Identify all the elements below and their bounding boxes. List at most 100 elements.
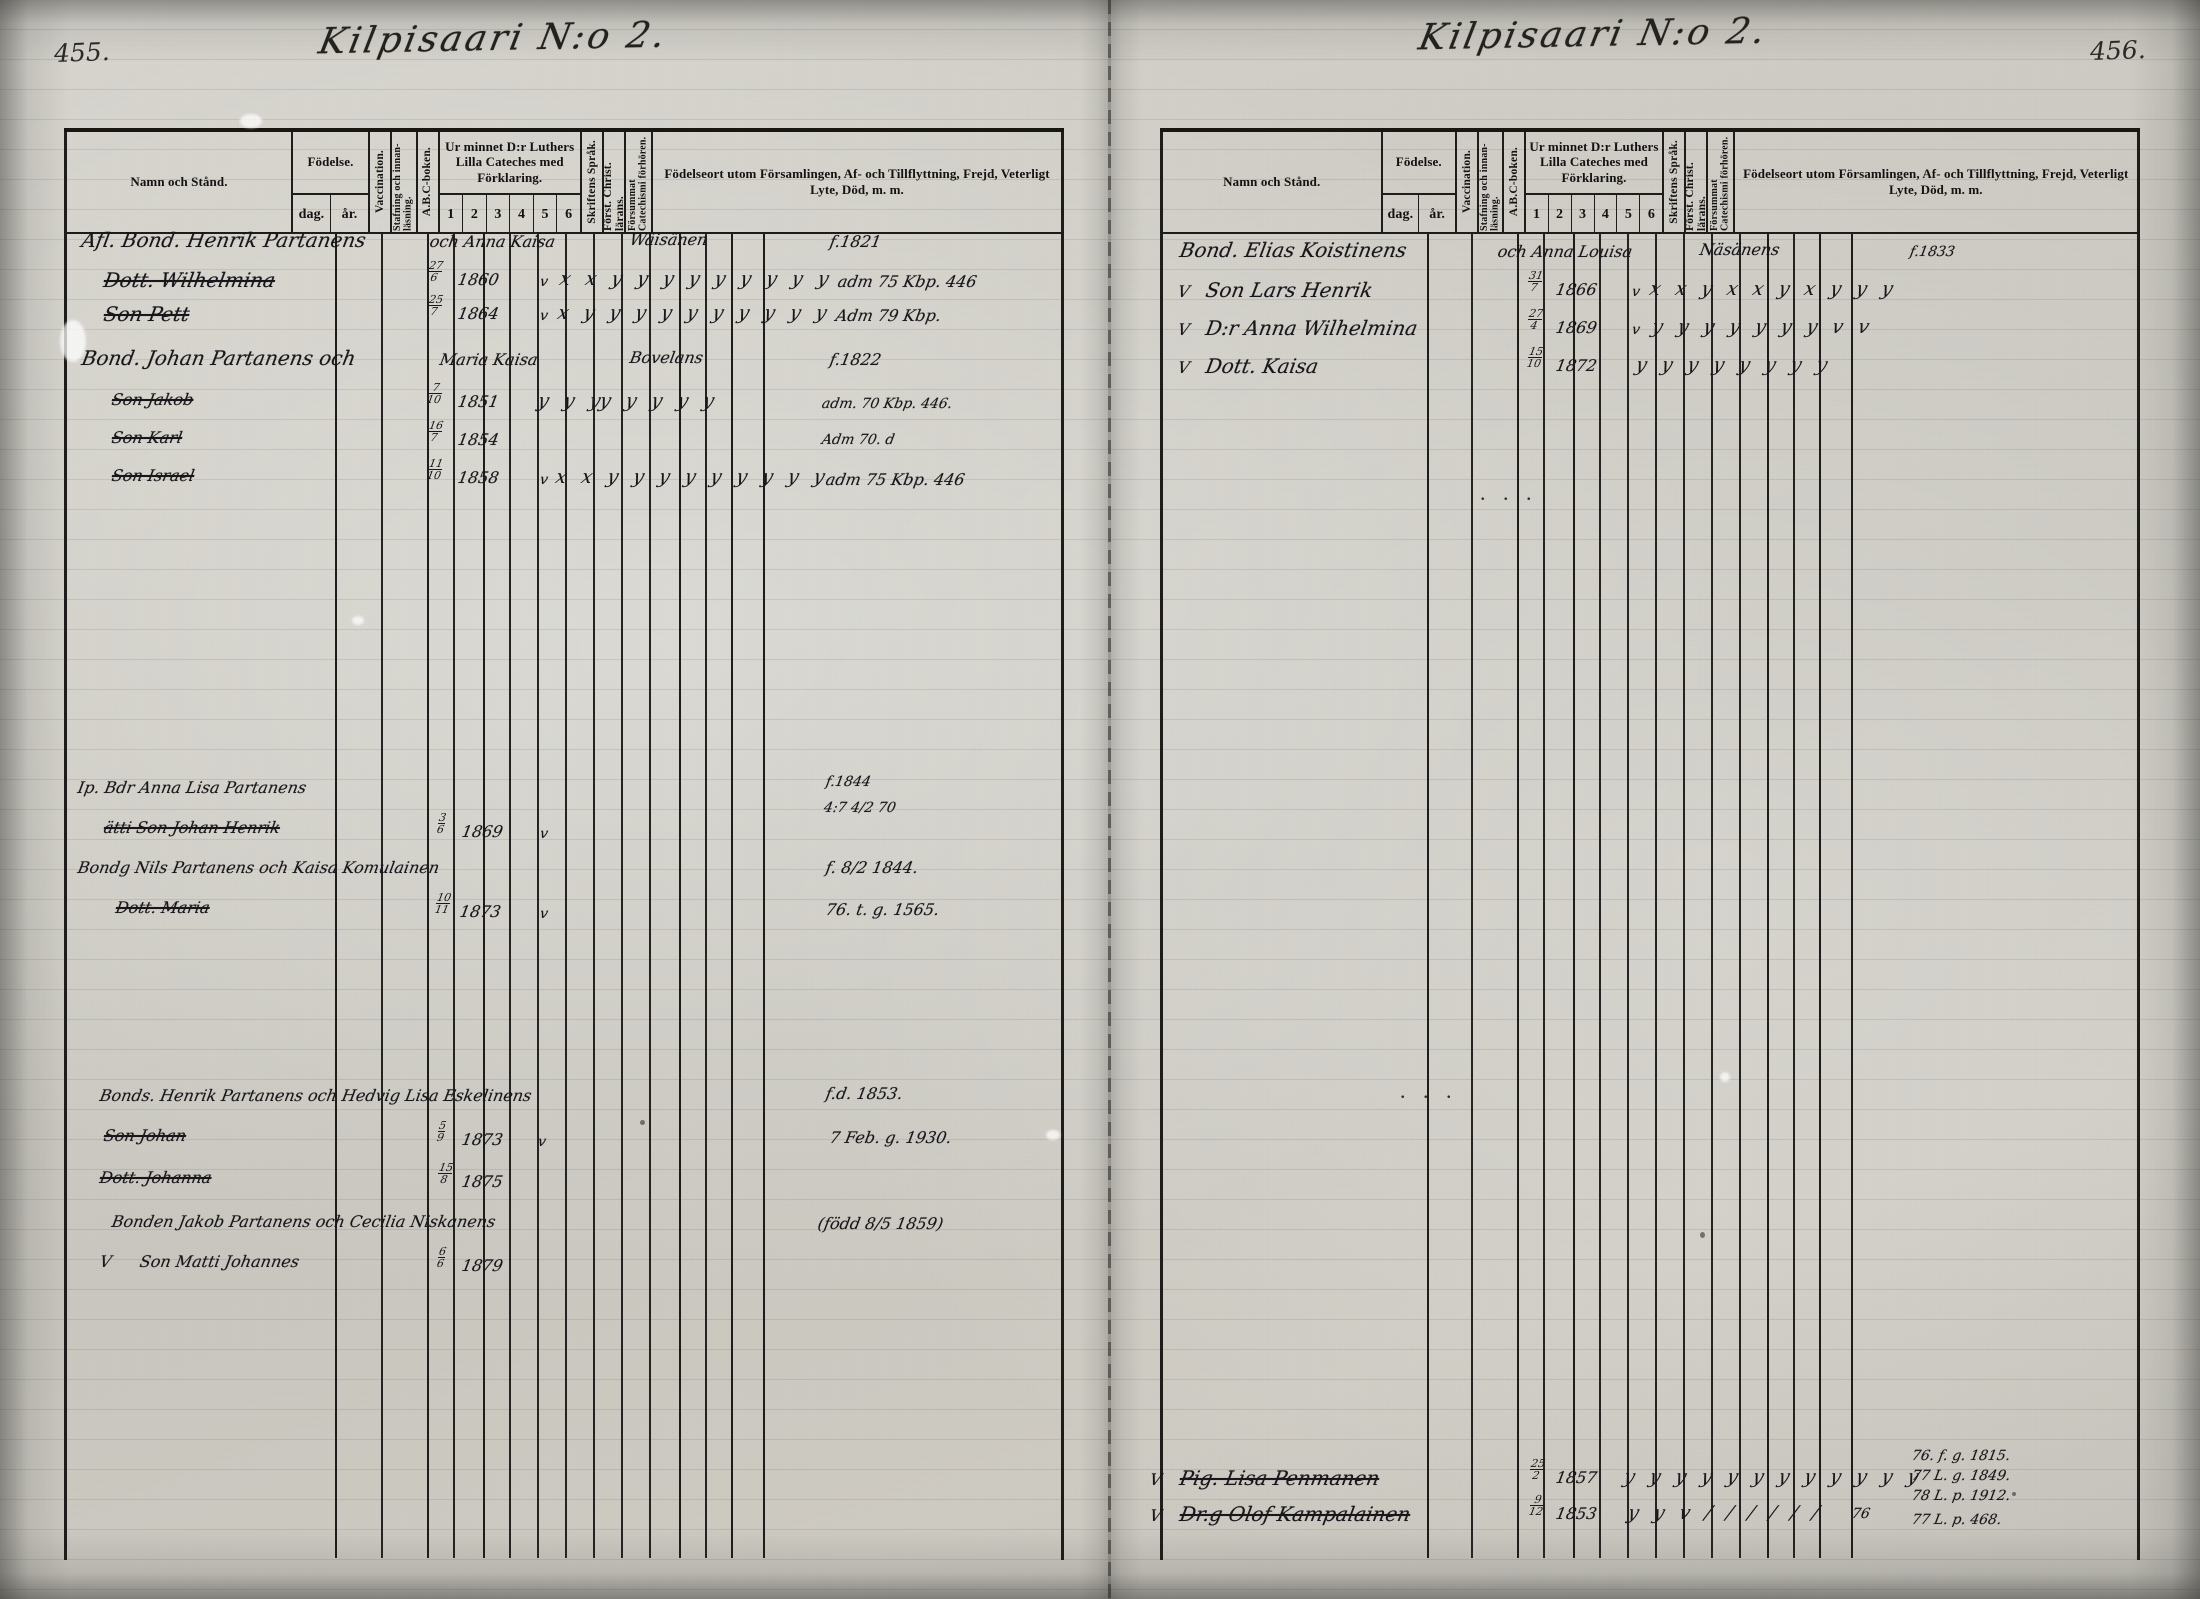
entry-note: 76. t. g. 1565. — [824, 900, 942, 919]
header-notes: Födelseort utom Församlingen, Af- och Ti… — [1743, 165, 2129, 197]
entry-note: Adm 79 Kbp. — [834, 306, 943, 325]
entry-catechism-ticks: x y y y y y y y y y y — [555, 302, 834, 324]
entry-name: Dr.g Olof Kampalainen — [1177, 1502, 1413, 1526]
entry-note: f.1822 — [828, 350, 883, 369]
entry-note: f.1833 — [1908, 244, 1957, 260]
entry-name: Son Karl — [110, 428, 184, 447]
entry-name: Son Pett — [101, 302, 192, 326]
entry-name: Bonden Jakob Partanens och Cecilia Niska… — [110, 1212, 498, 1231]
entry-spouse-surname: Bovelans — [628, 348, 705, 367]
entry-name: Bond. Johan Partanens och — [79, 346, 358, 370]
entry-birth-year: 1854 — [456, 430, 501, 449]
entry-note-secondary: 4:7 4/2 70 — [822, 800, 898, 816]
ledger-page-left: Namn och Stånd. Födelse. dag. år. Vaccin… — [64, 60, 1064, 1560]
page-title-left: Kilpisaari N:o 2. — [315, 14, 672, 63]
entry-catechism-ticks: y y y y y y y v v — [1649, 316, 1877, 338]
entry-note: f.1844 — [824, 774, 873, 790]
header-name-and-status: Namn och Stånd. — [1163, 131, 1383, 232]
header-birth: Födelse. dag. år. — [1382, 131, 1457, 232]
entry-birth-year: 1879 — [460, 1256, 505, 1275]
header-catechism: Ur minnet D:r Luthers Lilla Cateches med… — [1525, 131, 1665, 232]
register-table-right: Namn och Stånd. Födelse. dag. år. Vaccin… — [1160, 128, 2140, 1560]
header-name-and-status: Namn och Stånd. — [67, 131, 293, 232]
entry-catechism-ticks: y y y y y y y y y y y y — [1621, 1466, 1926, 1488]
register-table-left: Namn och Stånd. Födelse. dag. år. Vaccin… — [64, 128, 1064, 1560]
header-christian-doctrine: Först. Christ. lärans. — [604, 131, 626, 232]
entry-name: Bonds. Henrik Partanens och Hedvig Lisa … — [98, 1086, 534, 1105]
entry-birth-year: 1851 — [456, 392, 501, 411]
entry-birth-year: 1860 — [456, 270, 501, 289]
entry-catechism-ticks: x x y x x y x y y y — [1647, 278, 1900, 300]
table-body-left — [67, 234, 1061, 1558]
entry-note-tertiary: 78 L. p. 1912. — [1910, 1488, 2012, 1504]
entry-name: Son Matti Johannes — [138, 1252, 301, 1271]
entry-note: f.1821 — [828, 232, 883, 251]
entry-missed-exams: 76 — [1850, 1506, 1872, 1522]
entry-note: 76. f. g. 1815. — [1910, 1448, 2012, 1464]
entry-name: Pig. Lisa Penmanen — [1177, 1466, 1382, 1490]
header-spelling-reading: Stafning och innan-läsning. — [392, 131, 418, 232]
entry-spouse: och Anna Kaisa — [428, 232, 557, 251]
header-christian-doctrine: Först. Christ. lärans. — [1686, 131, 1708, 232]
entry-note: adm. 70 Kbp. 446. — [820, 396, 954, 412]
entry-birth-year: 1864 — [456, 304, 501, 323]
entry-name: D:r Anna Wilhelmina — [1203, 316, 1420, 340]
entry-name: Dott. Wilhelmina — [101, 268, 278, 292]
entry-note: (född 8/5 1859) — [816, 1214, 945, 1233]
entry-note: adm 75 Kbp. 446 — [824, 470, 967, 489]
entry-birth-year: 1853 — [1554, 1504, 1599, 1523]
entry-catechism-ticks: x x y y y y y y y y y — [553, 466, 832, 488]
entry-catechism-ticks: y y y y y — [597, 390, 722, 412]
header-abc-book: A.B.C-boken. — [418, 131, 440, 232]
entry-name: ätti Son Johan Henrik — [102, 818, 282, 837]
entry-catechism-ticks: x x y y y y y y y y y — [557, 268, 836, 290]
entry-name: Dott. Johanna — [98, 1168, 214, 1187]
entry-birth-year: 1875 — [460, 1172, 505, 1191]
entry-name: Son Lars Henrik — [1203, 278, 1375, 302]
entry-note: 77 L. p. 468. — [1910, 1512, 2003, 1528]
entry-birth-year: 1869 — [460, 822, 505, 841]
entry-spouse-surname: Näsänens — [1698, 240, 1782, 259]
entry-name: Dott. Maria — [114, 898, 212, 917]
stray-pencil-marks: . . . — [1400, 1078, 1458, 1103]
header-catechism-numbers: 1 2 3 4 5 6 — [1526, 195, 1663, 232]
entry-birth-year: 1866 — [1554, 280, 1599, 299]
entry-name: Bond. Elias Koistinens — [1177, 238, 1409, 262]
entry-note: 7 Feb. g. 1930. — [828, 1128, 954, 1147]
entry-note: f. 8/2 1844. — [824, 858, 920, 877]
header-missed-catechism-exam: Försummat Catechismi förhören. — [626, 131, 654, 232]
header-scripture-language: Skriftens Språk. — [582, 131, 604, 232]
entry-name: Bondg Nils Partanens och Kaisa Komulaine… — [76, 858, 441, 877]
header-birth-year: år. — [1429, 206, 1445, 222]
entry-birth-year: 1873 — [458, 902, 503, 921]
entry-name: Afl. Bond. Henrik Partanens — [79, 228, 368, 252]
stray-pencil-marks: . . . — [1480, 480, 1538, 505]
entry-spouse: Maria Kaisa — [438, 350, 540, 369]
entry-name: Son Johan — [102, 1126, 188, 1145]
header-abc-book: A.B.C-boken. — [1504, 131, 1526, 232]
entry-birth-year: 1857 — [1554, 1468, 1599, 1487]
header-birth-year: år. — [341, 206, 358, 222]
header-catechism: Ur minnet D:r Luthers Lilla Cateches med… — [439, 131, 582, 232]
entry-birth-year: 1872 — [1554, 356, 1599, 375]
entry-vaccination: y y y — [535, 390, 608, 412]
header-missed-catechism-exam: Försummat Catechismi förhören. — [1708, 131, 1735, 232]
header-birth-day: dag. — [1383, 195, 1420, 232]
entry-note-secondary: 77 L. g. 1849. — [1910, 1468, 2012, 1484]
header-spelling-reading: Stafning och innan-läsning. — [1479, 131, 1504, 232]
header-catechism-numbers: 1 2 3 4 5 6 — [440, 195, 580, 232]
entry-note: adm 75 Kbp. 446 — [836, 272, 979, 291]
entry-catechism-ticks: y y v / / / / / / — [1625, 1502, 1827, 1524]
table-header-right: Namn och Stånd. Födelse. dag. år. Vaccin… — [1163, 131, 2137, 234]
header-birth: Födelse. dag. år. — [292, 131, 371, 232]
header-vaccination: Vaccination. — [370, 131, 393, 232]
header-notes: Födelseort utom Församlingen, Af- och Ti… — [664, 165, 1050, 197]
header-birth-day: dag. — [293, 195, 331, 232]
entry-spouse: och Anna Louisa — [1496, 242, 1634, 261]
table-header-left: Namn och Stånd. Födelse. dag. år. Vaccin… — [67, 131, 1061, 234]
entry-spouse-surname: Wäisänen — [628, 230, 710, 249]
header-scripture-language: Skriftens Språk. — [1664, 131, 1687, 232]
entry-birth-year: 1873 — [460, 1130, 505, 1149]
